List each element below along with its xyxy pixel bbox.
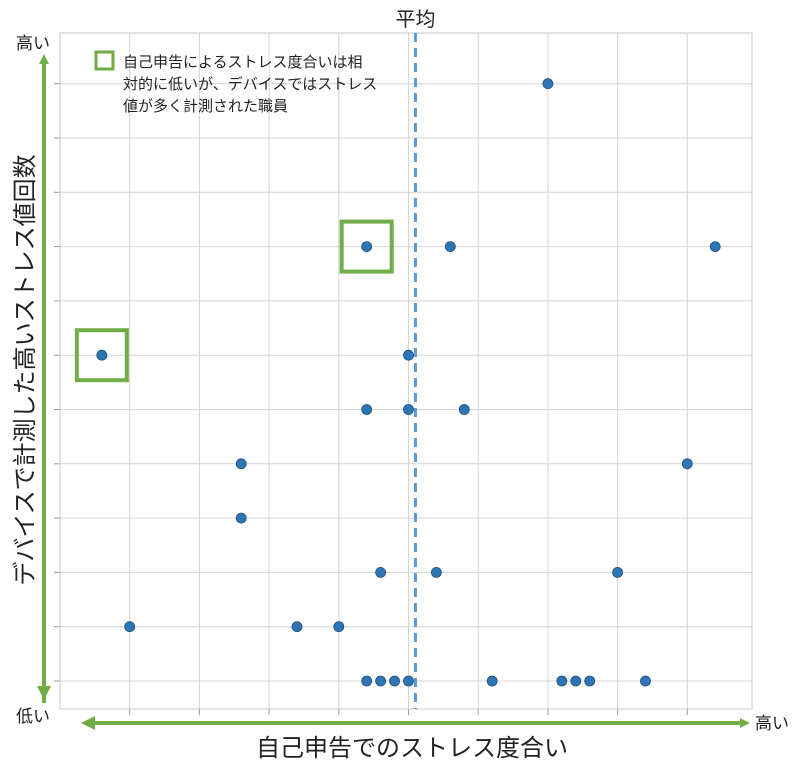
data-point bbox=[430, 567, 442, 578]
annotation-group: 自己申告によるストレス度合いは相 対的に低いが、デバイスではストレス 値が多く計… bbox=[94, 50, 382, 115]
data-point bbox=[584, 675, 596, 687]
x-high-label: 高い bbox=[755, 714, 789, 734]
data-point bbox=[389, 675, 400, 687]
data-point bbox=[556, 675, 568, 687]
x-axis-arrow-left-head bbox=[81, 716, 95, 730]
mean-line-group: 平均 bbox=[395, 7, 435, 709]
y-axis-arrow-bottom-head bbox=[37, 686, 51, 700]
data-point bbox=[403, 349, 414, 361]
data-point bbox=[333, 621, 345, 633]
data-point bbox=[681, 458, 693, 470]
x-axis-label: 自己申告でのストレス度合い bbox=[256, 734, 568, 760]
data-point bbox=[444, 241, 456, 253]
data-point bbox=[361, 241, 373, 253]
data-point bbox=[570, 675, 582, 687]
plot-frame bbox=[59, 32, 753, 710]
data-point bbox=[709, 241, 721, 253]
data-point bbox=[361, 404, 373, 415]
data-point bbox=[403, 404, 414, 415]
data-point bbox=[96, 349, 108, 361]
highlight-box bbox=[74, 328, 129, 383]
data-points bbox=[96, 78, 721, 687]
y-axis-label: デバイスで計測した高いストレス値回数 bbox=[11, 154, 39, 585]
highlight-box bbox=[339, 219, 394, 274]
data-point bbox=[291, 621, 303, 633]
data-point bbox=[235, 512, 247, 524]
y-high-label: 高い bbox=[16, 34, 50, 54]
annotation-line-3: 値が多く計測された職員 bbox=[123, 97, 288, 115]
data-point bbox=[612, 567, 623, 578]
mean-label: 平均 bbox=[395, 7, 435, 31]
data-point bbox=[458, 404, 470, 415]
annotation-line-2: 対的に低いが、デバイスではストレス bbox=[123, 75, 377, 93]
data-point bbox=[403, 675, 414, 687]
data-point bbox=[124, 621, 136, 633]
data-point bbox=[361, 675, 373, 687]
grid bbox=[54, 33, 752, 715]
data-point bbox=[375, 675, 387, 687]
data-point bbox=[542, 78, 554, 90]
legend-box-icon bbox=[94, 50, 115, 71]
annotation-text: 自己申告によるストレス度合いは相 対的に低いが、デバイスではストレス 値が多く計… bbox=[123, 53, 382, 115]
annotation-line-1: 自己申告によるストレス度合いは相 bbox=[123, 53, 363, 71]
data-point bbox=[486, 675, 498, 687]
data-point bbox=[640, 675, 651, 687]
highlight-boxes bbox=[74, 219, 394, 383]
y-low-label: 低い bbox=[16, 707, 50, 727]
data-point bbox=[235, 458, 247, 470]
data-point bbox=[375, 567, 387, 578]
